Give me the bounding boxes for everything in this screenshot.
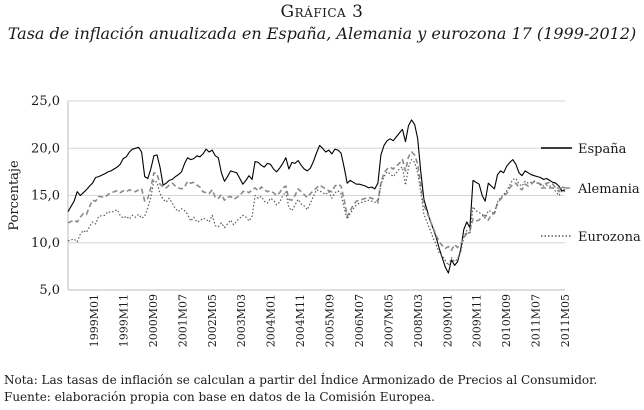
series-line-espa-a	[67, 119, 566, 274]
x-tick-label: 2011M05	[559, 294, 572, 347]
x-tick-label: 2000M09	[147, 294, 160, 347]
x-tick-label: 2008M03	[412, 294, 425, 347]
x-tick-label: 2006M07	[353, 294, 366, 347]
x-tick-label: 2007M05	[382, 294, 395, 347]
x-tick-label: 2001M07	[176, 294, 189, 347]
y-tick-label: 25,0	[31, 94, 60, 109]
x-tick-label: 2003M03	[235, 294, 248, 347]
x-tick-label: 1999M01	[88, 294, 101, 347]
y-tick-label: 15,0	[31, 189, 60, 204]
series-line-alemania	[67, 151, 566, 252]
series-line-eurozona	[67, 159, 566, 266]
chart-subtitle: Tasa de inflación anualizada en España, …	[7, 24, 637, 43]
y-tick-label: 10,0	[31, 236, 60, 251]
chart-notes: Nota: Las tasas de inflación se calculan…	[4, 372, 597, 406]
x-tick-label: 2002M05	[206, 294, 219, 347]
y-axis-label: Porcentaje	[7, 160, 22, 231]
y-tick-label: 5,0	[39, 283, 60, 298]
y-tick-label: 20,0	[31, 141, 60, 156]
chart-title: Gráfica 3	[280, 2, 364, 22]
x-tick-label: 2005M09	[324, 294, 337, 347]
x-tick-label: 2004M01	[265, 294, 278, 347]
line-chart: 5,0 10,0 15,0 20,0 25,0 1999M01 1999M11 2000M09…	[7, 94, 641, 347]
legend-label: Alemania	[577, 182, 640, 197]
x-tick-label: 2009M11	[471, 294, 484, 347]
source-text: Fuente: elaboración propia con base en d…	[4, 390, 435, 404]
legend-label: Eurozona	[578, 230, 641, 245]
x-tick-label: 1999M11	[117, 294, 130, 347]
x-tick-label: 2009M01	[441, 294, 454, 347]
x-tick-label: 2011M07	[530, 294, 543, 347]
legend-label: España	[578, 142, 627, 157]
x-tick-label: 2004M11	[294, 294, 307, 347]
x-tick-label: 2010M09	[500, 294, 513, 347]
note-text: Nota: Las tasas de inflación se calculan…	[4, 373, 598, 387]
